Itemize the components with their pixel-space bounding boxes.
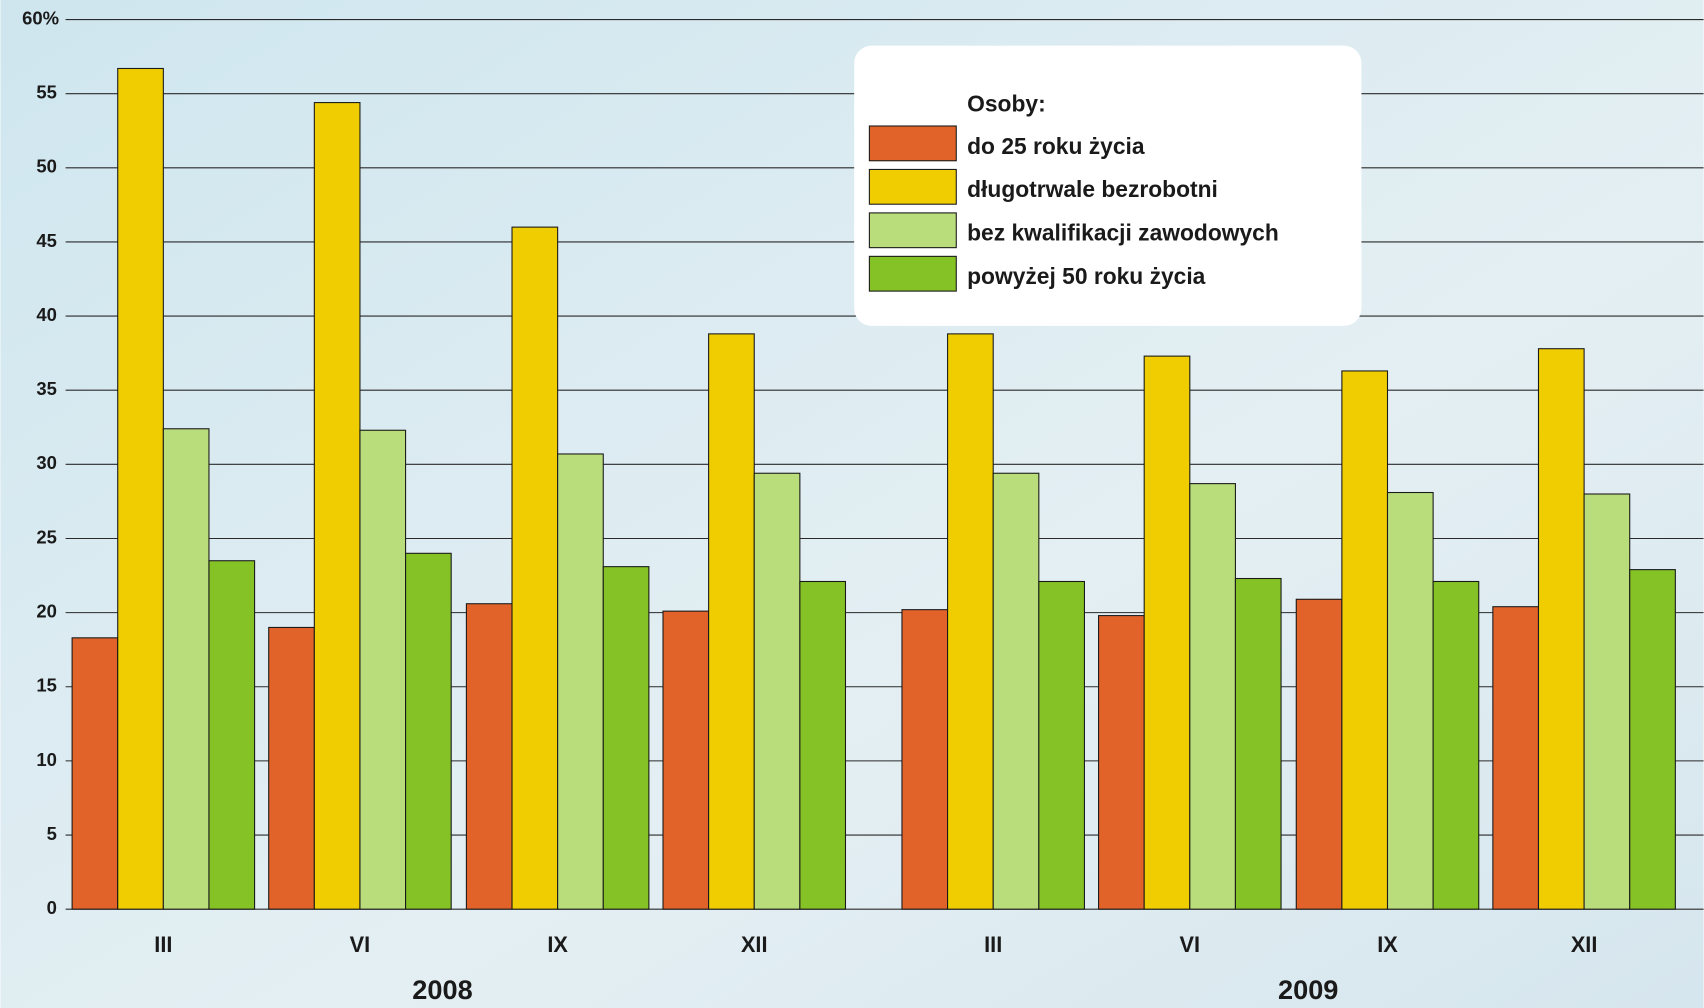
legend-title: Osoby: — [967, 90, 1046, 116]
bar — [1143, 355, 1191, 910]
bar — [1295, 598, 1343, 910]
y-tick-label: 30 — [36, 452, 57, 473]
bar — [1537, 348, 1585, 910]
y-tick-label: 50 — [36, 156, 57, 177]
legend-swatch — [868, 168, 957, 205]
y-tick-label: 60% — [22, 7, 59, 28]
legend-swatch — [868, 125, 957, 162]
x-tick-label: IX — [1377, 932, 1398, 957]
legend-label: długotrwale bezrobotni — [967, 176, 1218, 202]
bar — [708, 333, 755, 910]
legend-swatch — [868, 212, 957, 249]
bar — [947, 333, 994, 910]
x-tick-label: III — [984, 932, 1002, 957]
y-tick-label: 15 — [36, 675, 57, 696]
bar — [753, 472, 801, 910]
bar — [1098, 615, 1145, 910]
bar — [557, 453, 604, 910]
bar — [511, 226, 559, 910]
bar — [1189, 483, 1236, 910]
year-label: 2009 — [1278, 974, 1338, 1005]
bar — [1234, 577, 1282, 910]
bar — [313, 102, 361, 910]
bar — [1492, 606, 1540, 910]
y-tick-label: 20 — [36, 600, 57, 621]
bar — [1629, 569, 1676, 910]
legend-label: powyżej 50 roku życia — [967, 263, 1206, 289]
bar — [162, 428, 210, 910]
x-tick-label: VI — [1180, 932, 1201, 957]
bar — [359, 429, 407, 910]
bar — [1386, 491, 1434, 910]
year-label: 2008 — [412, 974, 472, 1005]
x-tick-label: VI — [350, 932, 371, 957]
bar — [662, 610, 710, 910]
y-tick-label: 55 — [36, 82, 57, 103]
legend-label: do 25 roku życia — [967, 133, 1145, 159]
x-tick-label: III — [154, 932, 172, 957]
bar — [117, 67, 164, 910]
bar — [1038, 580, 1085, 910]
bar — [1583, 493, 1631, 910]
y-tick-label: 5 — [47, 823, 57, 844]
bar — [268, 626, 315, 910]
x-tick-label: XII — [1571, 932, 1598, 957]
bar — [465, 603, 513, 910]
bar — [405, 552, 452, 910]
legend-box — [854, 45, 1362, 326]
y-tick-label: 25 — [36, 526, 57, 547]
legend-label: bez kwalifikacji zawodowych — [967, 220, 1279, 246]
bar — [901, 609, 949, 910]
y-tick-label: 45 — [36, 230, 57, 251]
bar — [71, 637, 119, 910]
x-tick-label: IX — [547, 932, 568, 957]
y-tick-label: 0 — [47, 897, 57, 918]
y-tick-label: 10 — [36, 749, 57, 770]
bar — [1432, 580, 1480, 910]
bar — [799, 580, 847, 910]
y-tick-label: 35 — [36, 378, 57, 399]
bar — [208, 560, 256, 910]
x-tick-label: XII — [741, 932, 768, 957]
bar — [602, 566, 650, 910]
legend-swatch — [868, 255, 957, 292]
bar — [992, 472, 1040, 910]
y-tick-label: 40 — [36, 304, 57, 325]
bar — [1341, 370, 1389, 910]
